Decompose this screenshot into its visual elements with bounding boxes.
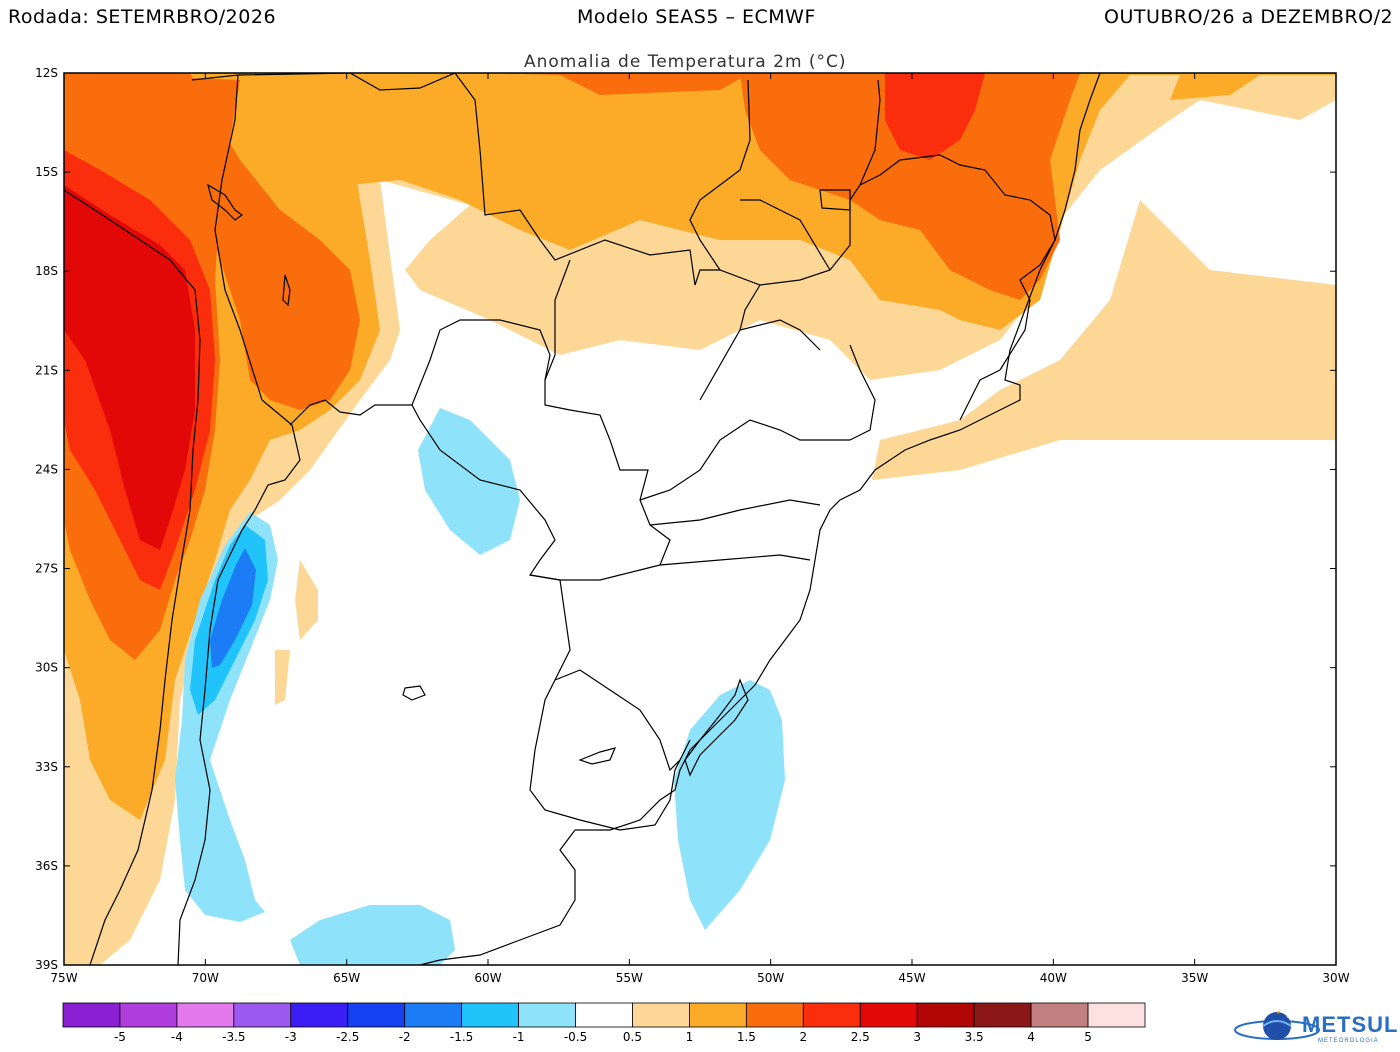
colorbar-label: -0.5: [564, 1030, 587, 1044]
anomaly-band-1.5-north: [480, 73, 750, 95]
lon-tick-label: 45W: [898, 971, 925, 985]
anomaly-band-neg-0.5-south: [290, 905, 455, 965]
argentina-ne-border: [529, 574, 691, 831]
anomaly-band-neg-1.5: [210, 548, 256, 668]
lat-tick-label: 18S: [35, 264, 58, 278]
atlantic-coastline: [419, 73, 1101, 965]
anomaly-band-2.5: [64, 185, 195, 550]
lake-merin: [578, 747, 617, 765]
colorbar-swatch: [859, 1002, 918, 1028]
svg-text:★: ★: [1286, 1014, 1290, 1019]
lat-tick-label: 27S: [35, 562, 58, 576]
lat-tick-label: 36S: [35, 859, 58, 873]
colorbar-swatch: [916, 1002, 975, 1028]
lat-tick-label: 33S: [35, 760, 58, 774]
colorbar-label: -5: [114, 1030, 126, 1044]
colorbar-label: 5: [1084, 1030, 1092, 1044]
colorbar-swatch: [347, 1002, 406, 1028]
country-borders: [64, 73, 1101, 965]
colorbar-label: 1: [686, 1030, 694, 1044]
lon-tick-label: 50W: [757, 971, 784, 985]
lat-tick-label: 39S: [35, 958, 58, 972]
lat-tick-label: 12S: [35, 66, 58, 80]
anomaly-fields: [64, 73, 1336, 965]
lon-tick-label: 75W: [50, 971, 77, 985]
lat-tick-label: 21S: [35, 363, 58, 377]
colorbar-label: 0.5: [623, 1030, 642, 1044]
colorbar-label: -3.5: [222, 1030, 245, 1044]
colorbar-swatch: [1030, 1002, 1089, 1028]
colorbar-swatch: [518, 1002, 576, 1028]
lon-tick-label: 60W: [474, 971, 501, 985]
anomaly-band-neg-0.5: [418, 408, 520, 555]
colorbar-swatch: [62, 1002, 121, 1028]
colorbar-label: -1: [513, 1030, 525, 1044]
svg-text:★: ★: [1276, 1010, 1281, 1016]
lat-tick-label: 30S: [35, 661, 58, 675]
andes-border: [177, 74, 301, 965]
lon-tick-label: 55W: [616, 971, 643, 985]
colorbar-label: 1.5: [737, 1030, 756, 1044]
river-feature: [207, 183, 291, 307]
colorbar-swatch: [632, 1002, 690, 1028]
lon-tick-label: 30W: [1322, 971, 1349, 985]
colorbar-label: 3.5: [965, 1030, 984, 1044]
logo-wordmark: METSUL: [1302, 1012, 1399, 1037]
lat-tick-label: 24S: [35, 462, 58, 476]
anomaly-band-2: [885, 73, 985, 160]
model-label: Modelo SEAS5 – ECMWF: [577, 6, 816, 28]
logo-tagline: METEOROLOGIA: [1318, 1038, 1379, 1044]
lon-tick-label: 40W: [1040, 971, 1067, 985]
colorbar-label: -3: [285, 1030, 297, 1044]
colorbar-swatch: [575, 1002, 633, 1028]
period-label: OUTUBRO/26 a DEZEMBRO/2: [1104, 6, 1394, 28]
pacific-coastline: [64, 189, 201, 965]
lat-tick-label: 15S: [35, 165, 58, 179]
colorbar-label: 4: [1027, 1030, 1035, 1044]
lon-tick-label: 65W: [333, 971, 360, 985]
colorbar-swatch: [973, 1002, 1032, 1028]
map-frame: [63, 72, 1337, 966]
latitude-axis: 12S 15S 18S 21S 24S 27S 30S 33S 36S 39S: [35, 66, 1336, 972]
colorbar-swatch: [461, 1002, 519, 1028]
lake-feature: [402, 685, 426, 701]
colorbar: -5 -4 -3.5 -3 -2.5 -2 -1.5 -1 -0.5 0.5 1 1.5 2 2.5 3 3.…: [62, 1002, 1146, 1044]
lon-tick-label: 70W: [192, 971, 219, 985]
anomaly-band-1.5: [740, 73, 1080, 300]
anomaly-band-neg-0.5-sea: [674, 680, 785, 930]
colorbar-swatch: [745, 1002, 804, 1028]
lon-tick-label: 35W: [1181, 971, 1208, 985]
anomaly-band-0.5-coast: [275, 560, 318, 705]
colorbar-label: 3: [913, 1030, 921, 1044]
metsul-logo: ★ ★: [1234, 1010, 1320, 1040]
uruguay-border: [554, 669, 681, 772]
colorbar-swatch: [802, 1002, 861, 1028]
colorbar-swatch: [290, 1002, 349, 1028]
colorbar-label: -2: [399, 1030, 411, 1044]
colorbar-swatch: [233, 1002, 292, 1028]
patos-lagoon: [684, 678, 749, 777]
colorbar-swatch: [119, 1002, 178, 1028]
colorbar-swatch: [1087, 1002, 1146, 1028]
colorbar-label: 2.5: [851, 1030, 870, 1044]
colorbar-label: -1.5: [450, 1030, 473, 1044]
colorbar-label: -2.5: [336, 1030, 359, 1044]
run-label: Rodada: SETEMRBRO/2026: [8, 6, 277, 28]
brazil-states: [544, 79, 1001, 566]
colorbar-swatch: [689, 1002, 747, 1028]
anomaly-band-0.5: [64, 73, 1336, 965]
colorbar-label: 2: [799, 1030, 807, 1044]
colorbar-swatch: [176, 1002, 235, 1028]
colorbar-label: -4: [171, 1030, 183, 1044]
map-subtitle: Anomalia de Temperatura 2m (°C): [524, 52, 847, 72]
colorbar-swatch: [404, 1002, 463, 1028]
longitude-axis: 75W 70W 65W 60W 55W 50W 45W 40W 35W 30W: [50, 73, 1350, 985]
